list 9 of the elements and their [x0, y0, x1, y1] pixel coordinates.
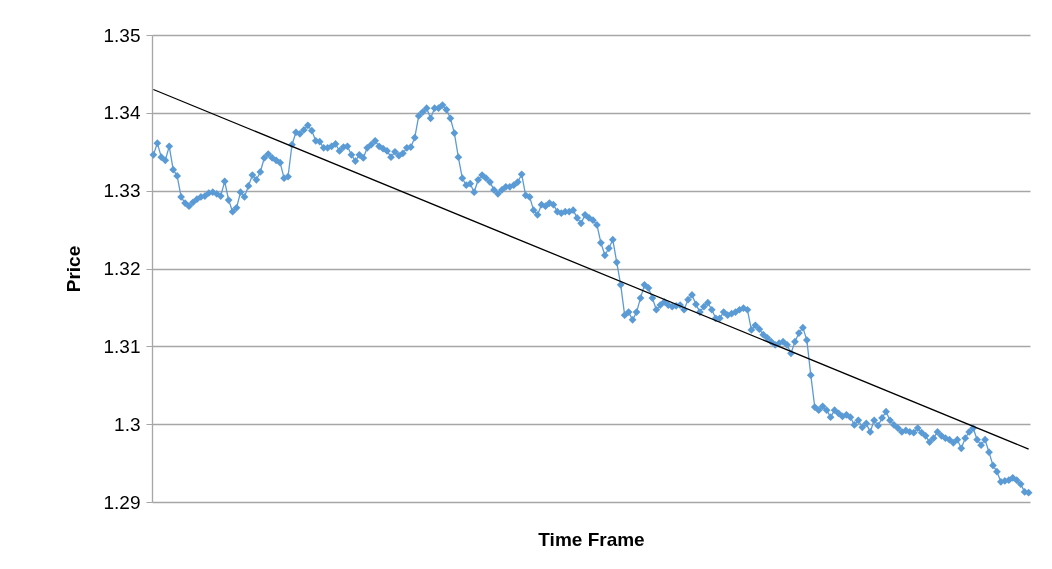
y-tick-label: 1.35: [103, 24, 141, 46]
y-tick-label: 1.34: [103, 102, 141, 124]
y-tick-label: 1.31: [103, 335, 141, 357]
x-axis-title: Time Frame: [538, 528, 645, 550]
y-tick-label: 1.32: [103, 258, 141, 279]
y-tick-label: 1.29: [103, 491, 141, 513]
y-tick-label: 1.3: [114, 413, 141, 435]
y-tick-label: 1.33: [103, 180, 141, 202]
y-axis-title: Price: [62, 245, 84, 293]
